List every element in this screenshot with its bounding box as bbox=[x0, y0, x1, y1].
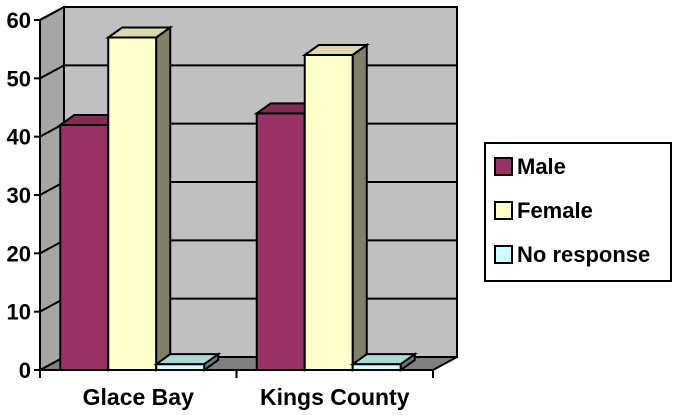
y-tick-label: 20 bbox=[7, 241, 31, 266]
y-tick-label: 40 bbox=[7, 125, 31, 150]
bar-side bbox=[155, 25, 172, 372]
gridline bbox=[39, 6, 457, 21]
bar-side bbox=[351, 43, 368, 372]
bar bbox=[59, 124, 110, 371]
bar bbox=[303, 54, 354, 371]
y-tick-label: 60 bbox=[7, 8, 31, 33]
x-category-label: Kings County bbox=[260, 384, 410, 410]
x-category-labels: Glace Bay Kings County bbox=[83, 384, 410, 410]
bar-side bbox=[203, 352, 220, 372]
bar bbox=[255, 112, 306, 371]
y-tick-label: 10 bbox=[7, 300, 31, 325]
legend-swatch bbox=[494, 201, 513, 220]
legend-label: No response bbox=[517, 242, 650, 267]
y-tick-label: 0 bbox=[19, 358, 31, 383]
legend-swatch bbox=[494, 157, 513, 176]
bar bbox=[107, 36, 158, 371]
legend-swatch bbox=[494, 245, 513, 264]
legend-box bbox=[484, 142, 672, 282]
legend-label: Male bbox=[517, 154, 566, 179]
legend-label: Female bbox=[517, 198, 593, 223]
legend: Male Female No response bbox=[484, 142, 672, 282]
bars bbox=[57, 25, 418, 372]
x-category-label: Glace Bay bbox=[83, 384, 194, 410]
y-tick-label: 50 bbox=[7, 66, 31, 91]
y-tick-label: 30 bbox=[7, 183, 31, 208]
y-tick-labels: 0 10 20 30 40 50 60 bbox=[7, 8, 31, 383]
axes bbox=[34, 19, 434, 378]
bar-side bbox=[399, 352, 416, 372]
